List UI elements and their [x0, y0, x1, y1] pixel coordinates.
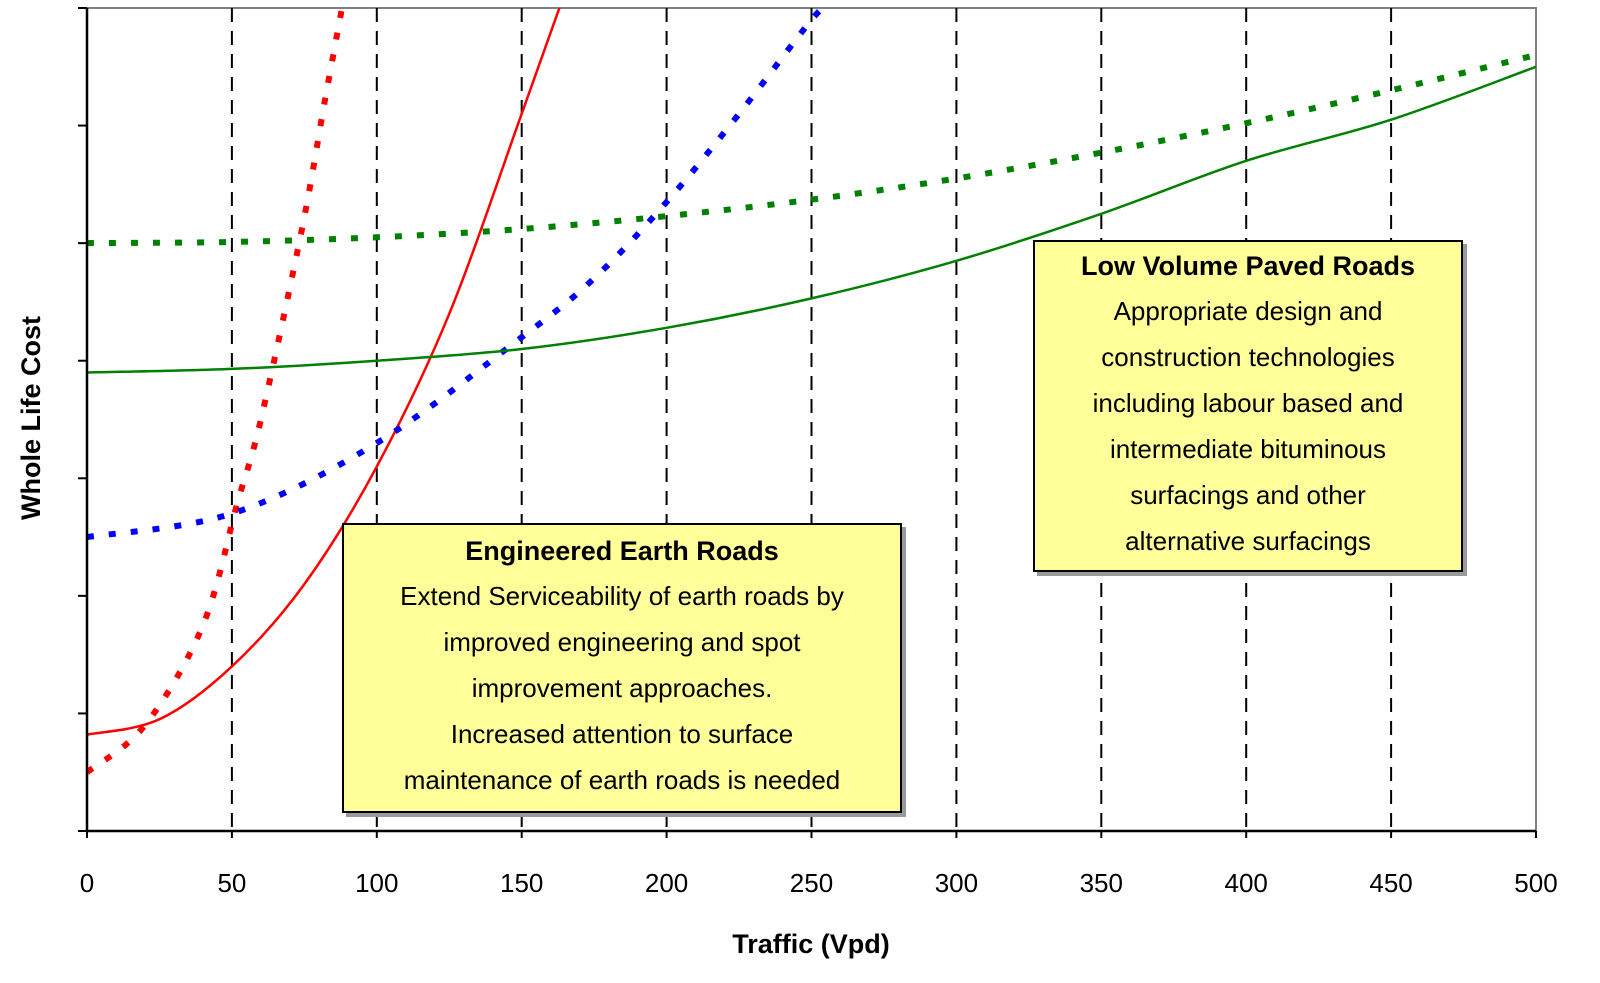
callout-title: Low Volume Paved Roads: [1080, 251, 1416, 281]
x-tick-label: 300: [935, 868, 978, 898]
callout-title: Engineered Earth Roads: [465, 536, 779, 566]
x-tick-label: 150: [500, 868, 543, 898]
x-tick-label: 50: [217, 868, 246, 898]
callout-line: surfacings and other: [1130, 480, 1366, 510]
callout-line: construction technologies: [1101, 342, 1395, 372]
callout-line: improvement approaches.: [471, 673, 773, 703]
callout-line: improved engineering and spot: [443, 627, 801, 657]
series-line: [87, 8, 561, 736]
callout-line: Extend Serviceability of earth roads by: [400, 581, 844, 611]
x-tick-label: 100: [355, 868, 398, 898]
callout-line: alternative surfacings: [1125, 526, 1371, 556]
series-line: [87, 52, 1536, 247]
x-tick-label: 450: [1369, 868, 1412, 898]
x-tick-label: 0: [80, 868, 94, 898]
engineered-earth-roads-callout: Engineered Earth Roads Extend Serviceabi…: [342, 523, 902, 813]
series-line: [87, 8, 345, 775]
x-axis-ticks: 0 50 100 150 200 250 300 350 400 450 500: [80, 831, 1558, 898]
series-layer: [87, 8, 1536, 775]
callout-line: Appropriate design and: [1113, 296, 1383, 326]
callout-line: maintenance of earth roads is needed: [403, 765, 841, 795]
x-tick-label: 350: [1080, 868, 1123, 898]
callout-line: Increased attention to surface: [450, 719, 794, 749]
x-tick-label: 400: [1225, 868, 1268, 898]
series-line: [87, 8, 829, 541]
series-line: [87, 65, 1536, 374]
y-axis-ticks: [78, 7, 87, 832]
x-tick-label: 200: [645, 868, 688, 898]
y-axis-title: Whole Life Cost: [16, 316, 46, 520]
x-axis-title: Traffic (Vpd): [732, 929, 890, 959]
callout-line: including labour based and: [1092, 388, 1404, 418]
low-volume-paved-roads-callout: Low Volume Paved Roads Appropriate desig…: [1033, 240, 1463, 572]
x-tick-label: 500: [1514, 868, 1557, 898]
x-tick-label: 250: [790, 868, 833, 898]
callout-line: intermediate bituminous: [1109, 434, 1387, 464]
